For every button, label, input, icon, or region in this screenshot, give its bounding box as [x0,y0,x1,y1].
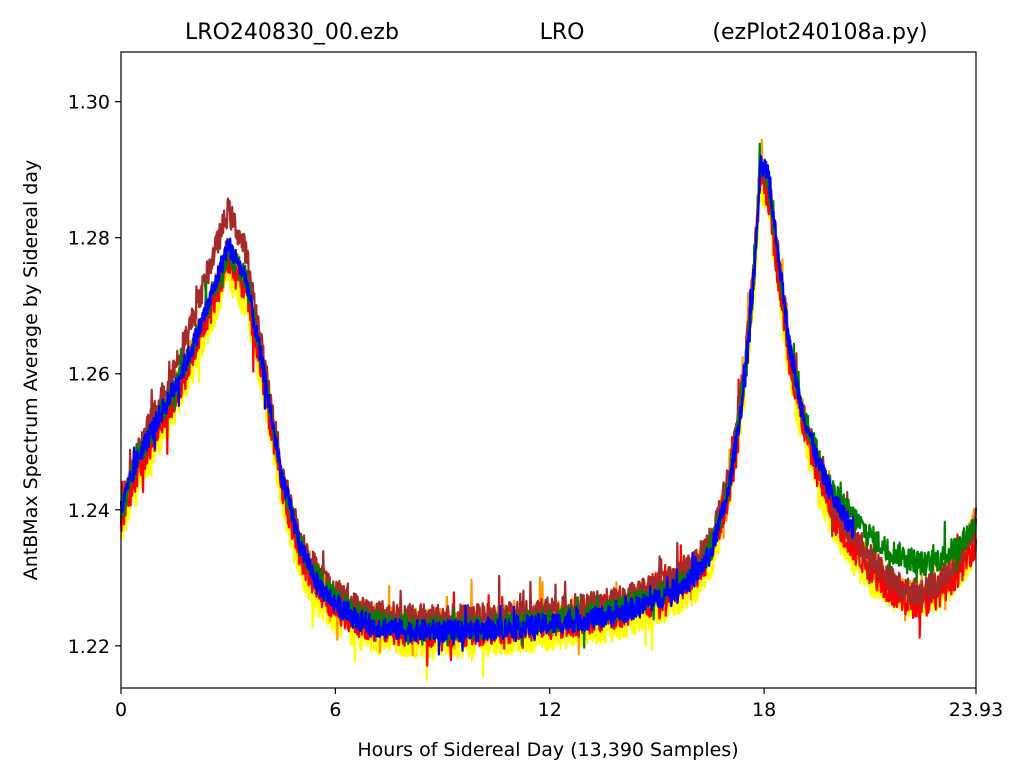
series-line-4 [119,160,978,647]
series-line-5 [119,142,978,649]
y-tick-label: 1.30 [68,92,110,114]
series-line-3 [119,167,978,667]
y-tick-label: 1.28 [68,228,110,250]
x-tick-label: 18 [752,699,776,721]
y-tick-label: 1.26 [68,364,110,386]
x-tick-label: 23.93 [949,699,1003,721]
chart-title-right: (ezPlot240108a.py) [712,20,927,45]
x-axis-label: Hours of Sidereal Day (13,390 Samples) [357,739,738,761]
chart-title-left: LRO240830_00.ezb [185,20,399,45]
y-tick-label: 1.22 [68,636,110,658]
x-axis: 0 6 12 18 23.93 [115,688,1003,721]
x-tick-label: 0 [115,699,127,721]
y-tick-label: 1.24 [68,500,110,522]
series-line-6 [119,155,855,656]
x-tick-label: 12 [538,699,562,721]
y-axis: 1.22 1.24 1.26 1.28 1.30 [68,92,121,658]
x-tick-label: 6 [329,699,341,721]
plot-frame [120,51,977,689]
chart-title-center: LRO [540,20,585,45]
y-axis-label: AntBMax Spectrum Average by Sidereal day [20,160,42,580]
plot-series [119,139,978,682]
series-line-2 [119,139,978,657]
